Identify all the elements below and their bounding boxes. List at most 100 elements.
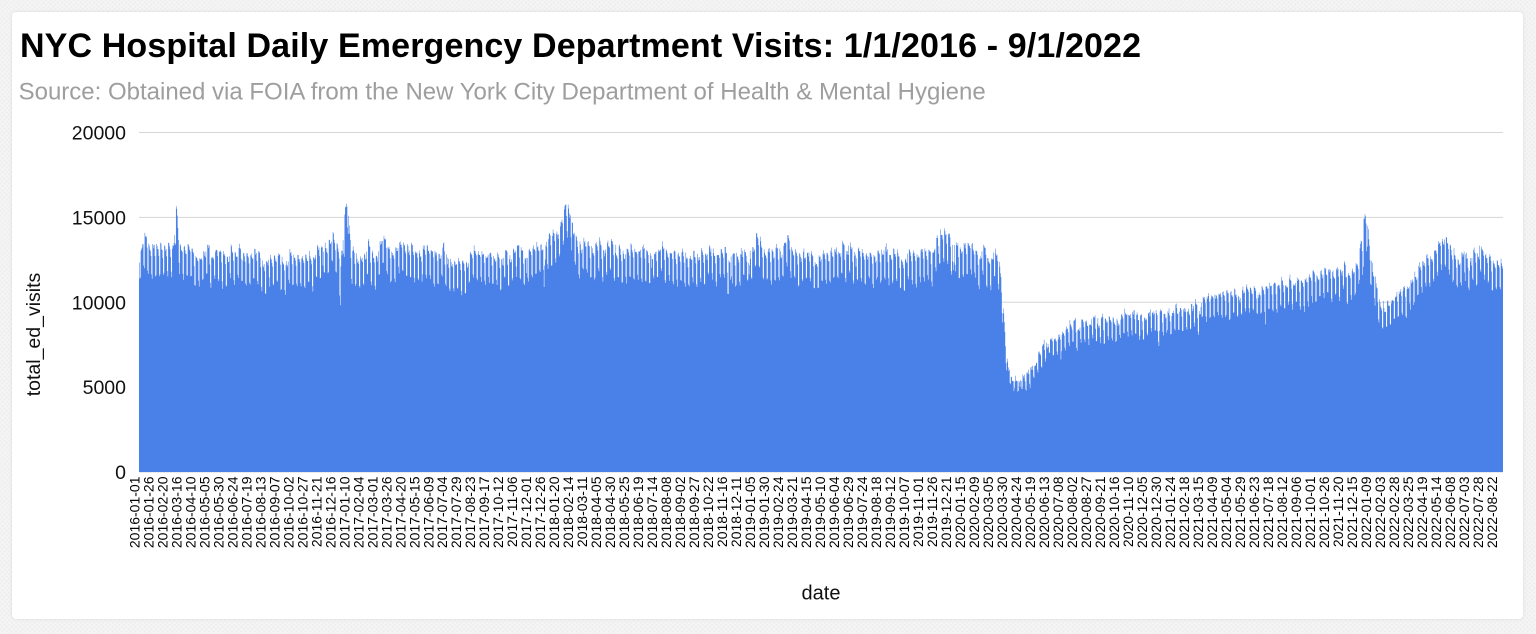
svg-text:2017-06-09: 2017-06-09 xyxy=(420,476,436,548)
svg-text:2019-03-21: 2019-03-21 xyxy=(784,476,800,548)
svg-text:2019-04-15: 2019-04-15 xyxy=(798,476,814,548)
svg-text:2021-07-18: 2021-07-18 xyxy=(1260,476,1276,548)
svg-text:2016-07-19: 2016-07-19 xyxy=(238,476,254,548)
svg-text:2017-08-23: 2017-08-23 xyxy=(462,476,478,548)
svg-text:NYC Hospital Daily Emergency D: NYC Hospital Daily Emergency Department … xyxy=(20,27,1141,65)
svg-text:2018-09-02: 2018-09-02 xyxy=(672,476,688,548)
svg-text:2021-05-29: 2021-05-29 xyxy=(1232,476,1248,548)
svg-text:date: date xyxy=(802,583,841,605)
svg-text:2019-01-05: 2019-01-05 xyxy=(742,476,758,548)
svg-text:2021-04-09: 2021-04-09 xyxy=(1204,476,1220,548)
svg-text:2016-03-16: 2016-03-16 xyxy=(168,476,184,548)
svg-text:2019-06-29: 2019-06-29 xyxy=(840,476,856,548)
svg-text:2018-11-16: 2018-11-16 xyxy=(714,476,730,547)
svg-text:2018-03-11: 2018-03-11 xyxy=(574,476,590,547)
svg-text:2022-02-03: 2022-02-03 xyxy=(1372,476,1388,548)
svg-text:2016-05-05: 2016-05-05 xyxy=(196,476,212,548)
svg-text:2020-10-16: 2020-10-16 xyxy=(1106,476,1122,548)
svg-text:2016-05-30: 2016-05-30 xyxy=(210,476,226,548)
svg-text:2021-03-15: 2021-03-15 xyxy=(1190,476,1206,548)
svg-text:2017-04-20: 2017-04-20 xyxy=(392,476,408,548)
svg-text:2016-08-13: 2016-08-13 xyxy=(252,476,268,548)
svg-text:2019-09-12: 2019-09-12 xyxy=(882,476,898,548)
svg-text:2021-05-04: 2021-05-04 xyxy=(1218,476,1234,548)
svg-text:2016-01-01: 2016-01-01 xyxy=(126,476,142,548)
svg-text:2017-12-26: 2017-12-26 xyxy=(532,476,548,548)
svg-text:2020-12-05: 2020-12-05 xyxy=(1134,476,1150,548)
svg-text:2017-07-04: 2017-07-04 xyxy=(434,476,450,548)
svg-text:2021-01-24: 2021-01-24 xyxy=(1162,476,1178,548)
svg-text:2017-11-06: 2017-11-06 xyxy=(504,476,520,547)
svg-text:2020-05-19: 2020-05-19 xyxy=(1022,476,1038,548)
svg-text:2016-01-26: 2016-01-26 xyxy=(140,476,156,548)
svg-text:2018-04-30: 2018-04-30 xyxy=(602,476,618,548)
svg-text:2019-11-01: 2019-11-01 xyxy=(910,476,926,547)
svg-text:15000: 15000 xyxy=(72,207,126,229)
svg-text:2017-10-12: 2017-10-12 xyxy=(490,476,506,548)
svg-text:2018-12-11: 2018-12-11 xyxy=(728,476,744,547)
svg-text:2016-12-16: 2016-12-16 xyxy=(322,476,338,548)
svg-text:2017-12-01: 2017-12-01 xyxy=(518,476,534,548)
svg-text:2018-05-25: 2018-05-25 xyxy=(616,476,632,548)
svg-text:2020-11-10: 2020-11-10 xyxy=(1120,476,1136,547)
svg-text:2018-10-22: 2018-10-22 xyxy=(700,476,716,548)
svg-text:2022-07-03: 2022-07-03 xyxy=(1456,476,1472,548)
svg-text:2016-06-24: 2016-06-24 xyxy=(224,476,240,548)
svg-text:2016-10-27: 2016-10-27 xyxy=(294,476,310,548)
svg-text:2021-02-18: 2021-02-18 xyxy=(1176,476,1192,548)
svg-text:2021-09-06: 2021-09-06 xyxy=(1288,476,1304,548)
svg-text:2019-11-26: 2019-11-26 xyxy=(924,476,940,547)
svg-text:2017-05-15: 2017-05-15 xyxy=(406,476,422,548)
svg-text:2019-06-04: 2019-06-04 xyxy=(826,476,842,548)
svg-text:2020-04-24: 2020-04-24 xyxy=(1008,476,1024,548)
svg-text:2022-05-14: 2022-05-14 xyxy=(1428,476,1444,548)
svg-text:2022-06-08: 2022-06-08 xyxy=(1442,476,1458,548)
svg-text:2019-01-30: 2019-01-30 xyxy=(756,476,772,548)
svg-text:0: 0 xyxy=(115,462,126,484)
svg-text:2017-09-17: 2017-09-17 xyxy=(476,476,492,548)
svg-text:2020-01-15: 2020-01-15 xyxy=(952,476,968,548)
svg-text:2021-11-20: 2021-11-20 xyxy=(1330,476,1346,547)
svg-text:2021-10-26: 2021-10-26 xyxy=(1316,476,1332,548)
svg-text:2021-08-12: 2021-08-12 xyxy=(1274,476,1290,548)
svg-text:2022-04-19: 2022-04-19 xyxy=(1414,476,1430,548)
svg-text:2016-09-07: 2016-09-07 xyxy=(266,476,282,548)
svg-text:2021-06-23: 2021-06-23 xyxy=(1246,476,1262,548)
svg-text:2020-03-05: 2020-03-05 xyxy=(980,476,996,548)
svg-text:2022-08-22: 2022-08-22 xyxy=(1484,476,1500,548)
svg-text:2020-02-09: 2020-02-09 xyxy=(966,476,982,548)
svg-text:2019-07-24: 2019-07-24 xyxy=(854,476,870,548)
svg-text:2020-07-08: 2020-07-08 xyxy=(1050,476,1066,548)
svg-text:2020-03-30: 2020-03-30 xyxy=(994,476,1010,548)
svg-text:2021-12-15: 2021-12-15 xyxy=(1344,476,1360,548)
svg-text:2020-09-21: 2020-09-21 xyxy=(1092,476,1108,548)
svg-text:2017-03-01: 2017-03-01 xyxy=(364,476,380,548)
svg-text:2019-02-24: 2019-02-24 xyxy=(770,476,786,548)
svg-text:2018-08-08: 2018-08-08 xyxy=(658,476,674,548)
svg-text:2018-09-27: 2018-09-27 xyxy=(686,476,702,548)
svg-text:2018-04-05: 2018-04-05 xyxy=(588,476,604,548)
svg-text:2018-07-14: 2018-07-14 xyxy=(644,476,660,548)
svg-text:2022-02-28: 2022-02-28 xyxy=(1386,476,1402,548)
svg-text:5000: 5000 xyxy=(83,377,127,399)
svg-text:2018-01-20: 2018-01-20 xyxy=(546,476,562,548)
svg-text:2019-10-07: 2019-10-07 xyxy=(896,476,912,548)
svg-text:10000: 10000 xyxy=(72,292,126,314)
svg-text:2017-02-04: 2017-02-04 xyxy=(350,476,366,548)
svg-text:2020-12-30: 2020-12-30 xyxy=(1148,476,1164,548)
svg-text:2020-06-13: 2020-06-13 xyxy=(1036,476,1052,548)
svg-text:2019-08-18: 2019-08-18 xyxy=(868,476,884,548)
svg-text:2020-08-02: 2020-08-02 xyxy=(1064,476,1080,548)
svg-text:2019-12-21: 2019-12-21 xyxy=(938,476,954,548)
svg-text:2022-01-09: 2022-01-09 xyxy=(1358,476,1374,548)
svg-text:2016-11-21: 2016-11-21 xyxy=(308,476,324,547)
svg-text:total_ed_visits: total_ed_visits xyxy=(23,272,45,396)
svg-text:2021-10-01: 2021-10-01 xyxy=(1302,476,1318,548)
svg-text:2019-05-10: 2019-05-10 xyxy=(812,476,828,548)
svg-text:2020-08-27: 2020-08-27 xyxy=(1078,476,1094,548)
svg-text:2017-01-10: 2017-01-10 xyxy=(336,476,352,548)
svg-text:Source: Obtained via FOIA from: Source: Obtained via FOIA from the New Y… xyxy=(19,78,986,105)
svg-text:2017-07-29: 2017-07-29 xyxy=(448,476,464,548)
svg-text:2018-02-14: 2018-02-14 xyxy=(560,476,576,548)
svg-text:20000: 20000 xyxy=(72,123,126,145)
